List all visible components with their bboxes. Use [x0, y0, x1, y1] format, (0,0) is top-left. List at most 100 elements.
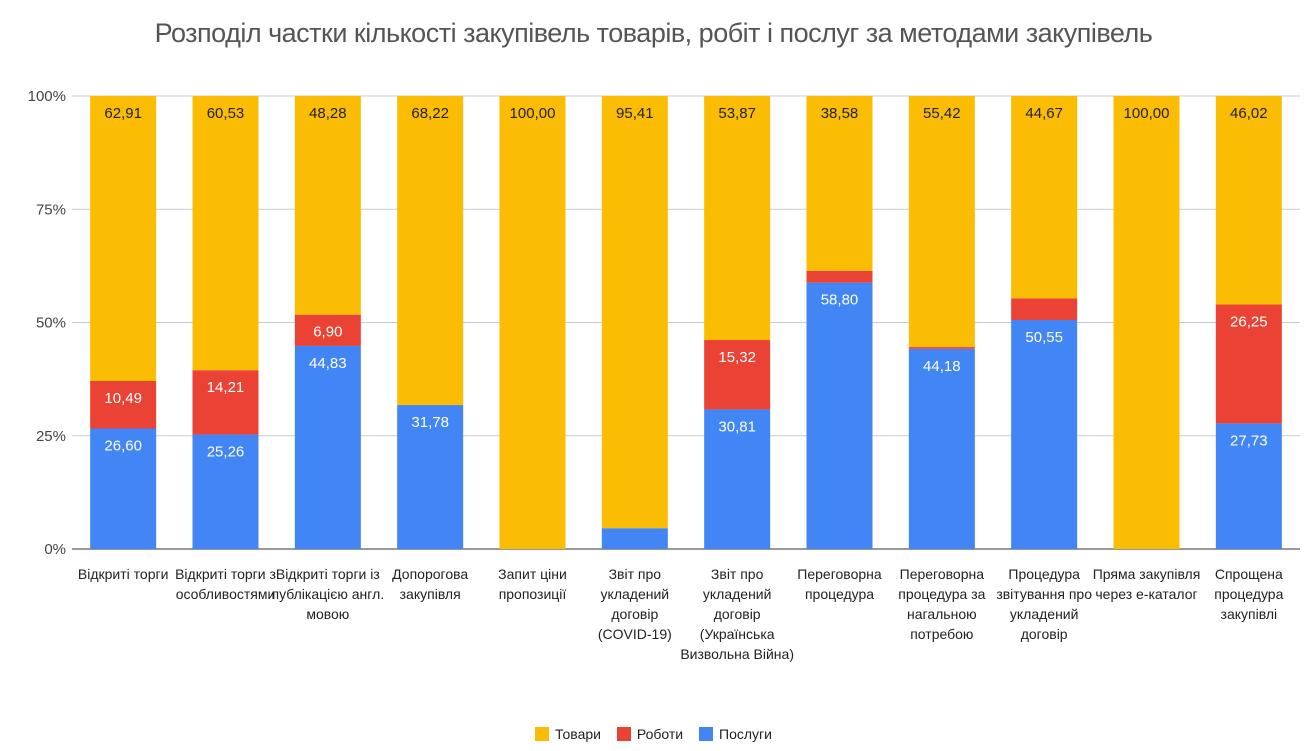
x-category-label-line: процедура — [805, 586, 874, 602]
x-category-label-line: процедура за — [898, 586, 985, 602]
x-category-label-line: Відкриті торги з — [175, 566, 276, 582]
data-label: 10,49 — [104, 390, 142, 407]
legend-item-works: Роботи — [616, 726, 684, 742]
chart-title: Розподіл частки кількості закупівель тов… — [154, 18, 1153, 48]
bar-segment — [704, 409, 771, 549]
x-category-label: Процедура звітування про укладений договір — [996, 566, 1092, 642]
x-category-label-line: (COVID-19) — [598, 626, 672, 642]
data-label: 25,26 — [207, 444, 245, 461]
x-category-label-line: Звіт про — [711, 566, 764, 582]
stacked-bar-chart: 0% 25% 50% 75% 100% 26,60 10,49 62,91 Відкриті т… — [28, 88, 1300, 662]
bar-segment — [908, 96, 975, 348]
y-tick-label: 0% — [44, 541, 66, 558]
bar-segment — [1215, 423, 1282, 549]
bar-segment — [397, 405, 464, 549]
x-category-label-line: мовою — [306, 606, 349, 622]
x-category-label: Пряма закупівля через е-каталог — [1093, 566, 1201, 602]
data-label: 31,78 — [411, 414, 449, 431]
x-category-label-line: звітування про — [996, 586, 1092, 602]
data-label: 14,21 — [207, 379, 245, 396]
y-tick-label: 75% — [36, 201, 66, 218]
bar-segment — [601, 528, 668, 549]
x-category-label-line: договір — [1021, 626, 1068, 642]
x-category-label-line: Пряма закупівля — [1093, 566, 1201, 582]
data-label: 100,00 — [1124, 105, 1170, 122]
bar-segment — [1215, 96, 1282, 305]
x-category-label-line: договір — [714, 606, 761, 622]
data-label: 53,87 — [718, 105, 756, 122]
bar-segment — [806, 270, 873, 283]
data-label: 27,73 — [1230, 432, 1268, 449]
x-category-label-line: Переговорна — [797, 566, 882, 582]
data-label: 62,91 — [104, 105, 142, 122]
bar-segment — [704, 96, 771, 341]
x-category-label: Запит ціни пропозиції — [498, 566, 567, 602]
bar-segment — [294, 314, 361, 346]
x-category-label-line: Визвольна Війна) — [680, 646, 794, 662]
bar-segment — [192, 370, 259, 435]
legend: Товари Роботи Послуги — [0, 726, 1307, 744]
x-category-label-line: укладений — [703, 586, 772, 602]
data-label: 95,41 — [616, 105, 654, 122]
bar-segment — [1011, 320, 1078, 549]
x-category-label-line: особливостями — [176, 586, 276, 602]
x-category-label-line: Спрощена — [1215, 566, 1283, 582]
data-label: 26,60 — [104, 438, 142, 455]
data-label: 44,83 — [309, 355, 347, 372]
legend-label-goods: Товари — [555, 726, 601, 742]
x-category-label-line: нагальною — [907, 606, 977, 622]
x-category-label-line: Процедура — [1008, 566, 1080, 582]
bar-segment — [1113, 96, 1180, 549]
x-category-label: Переговорна процедура — [797, 566, 882, 602]
x-category-label-line: закупівлі — [1221, 606, 1278, 622]
bar-segment — [1011, 298, 1078, 321]
data-label: 38,58 — [821, 105, 859, 122]
y-tick-label: 25% — [36, 428, 66, 445]
bar-segment — [806, 282, 873, 549]
bar-segment — [90, 380, 157, 429]
legend-label-works: Роботи — [636, 726, 684, 742]
legend-swatch-goods — [535, 727, 550, 741]
x-category-label-line: Відкриті торги із — [276, 566, 380, 582]
y-tick-label: 50% — [36, 315, 66, 332]
data-label: 26,25 — [1230, 313, 1268, 330]
bar-segment — [1011, 96, 1078, 299]
data-label: 30,81 — [718, 418, 756, 435]
data-label: 100,00 — [510, 105, 556, 122]
x-category-label: Допорогова закупівля — [392, 566, 468, 602]
legend-item-services: Послуги — [699, 726, 772, 742]
x-category-label-line: через е-каталог — [1095, 586, 1197, 602]
bar-segment — [499, 96, 566, 549]
bar-segment — [90, 428, 157, 549]
data-label: 6,90 — [313, 324, 342, 341]
x-category-label-line: договір — [611, 606, 658, 622]
bar-segment — [601, 96, 668, 529]
data-label: 55,42 — [923, 105, 961, 122]
x-category-label-line: Запит ціни — [498, 566, 567, 582]
legend-label-services: Послуги — [719, 726, 772, 742]
data-label: 50,55 — [1025, 329, 1063, 346]
x-category-label-line: пропозиції — [499, 586, 567, 602]
bar-segment — [294, 95, 361, 315]
bar-segment — [704, 340, 771, 410]
bar-segment — [1215, 304, 1282, 424]
bar-segment — [294, 345, 361, 549]
data-label: 68,22 — [411, 105, 449, 122]
x-category-label-line: укладений — [601, 586, 670, 602]
x-category-label-line: закупівля — [400, 586, 461, 602]
data-label: 60,53 — [207, 105, 245, 122]
data-label: 46,02 — [1230, 105, 1268, 122]
x-category-label-line: процедура — [1214, 586, 1283, 602]
x-category-label-line: укладений — [1010, 606, 1079, 622]
data-label: 58,80 — [821, 292, 859, 309]
legend-swatch-services — [699, 727, 713, 741]
legend-swatch-works — [616, 727, 631, 741]
x-category-label: Спрощена процедура закупівлі — [1214, 566, 1283, 622]
x-category-label-line: публікацією англ. — [271, 586, 384, 602]
bar-segment — [806, 96, 873, 271]
x-category-label: Звіт про укладений договір (COVID-19) — [598, 566, 672, 642]
bar-segment — [90, 96, 157, 381]
x-category-label-line: потребою — [910, 626, 973, 642]
bar-segment — [908, 348, 975, 549]
x-category-label-line: (Українська — [700, 626, 775, 642]
